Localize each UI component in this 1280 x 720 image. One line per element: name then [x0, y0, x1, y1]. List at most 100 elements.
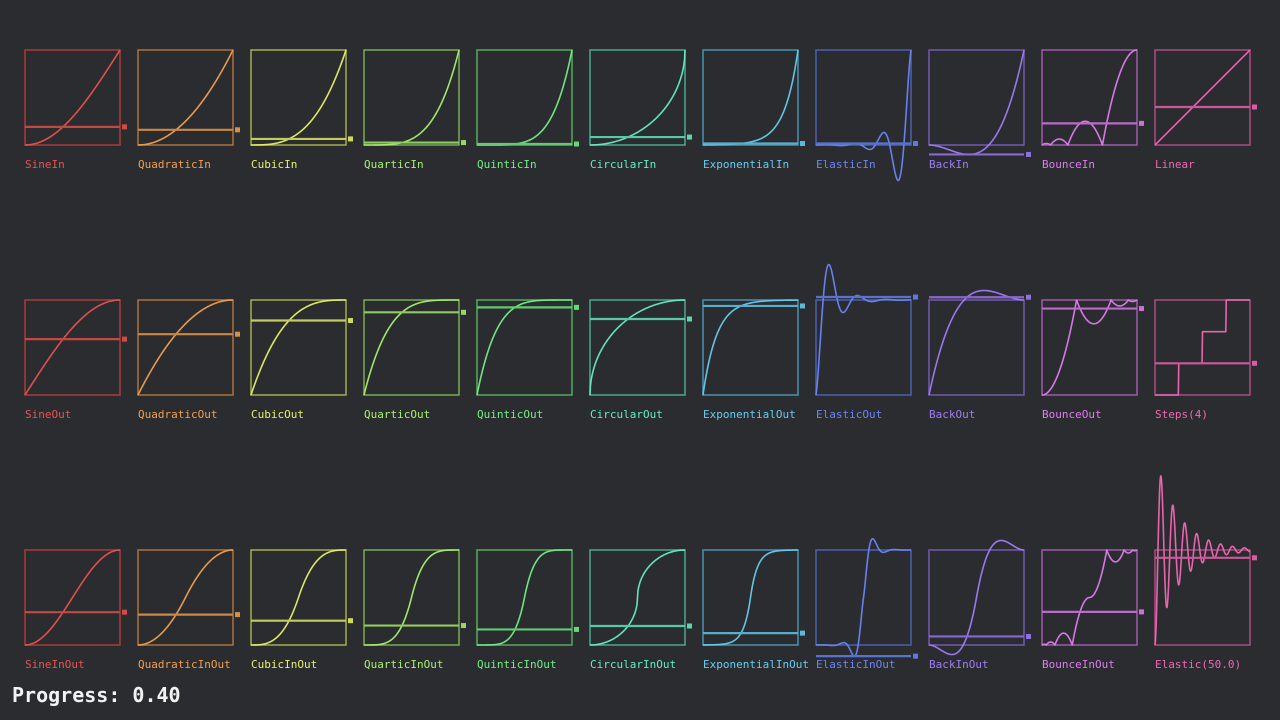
- easing-cell-sineout: [24, 299, 127, 396]
- easing-label-quarticinout: QuarticInOut: [364, 658, 444, 671]
- graph-frame: [137, 549, 234, 646]
- easing-label-elasticinout: ElasticInOut: [816, 658, 896, 671]
- graph-frame: [589, 549, 686, 646]
- easing-curve: [1154, 475, 1251, 646]
- easing-curve: [137, 299, 234, 396]
- easing-curve: [24, 299, 121, 396]
- progress-marker: [1026, 294, 1031, 300]
- easing-cell-linear: [1154, 49, 1257, 146]
- easing-curve: [702, 299, 799, 396]
- easing-curve: [24, 49, 121, 146]
- easing-curve: [702, 549, 799, 646]
- progress-marker: [800, 141, 805, 147]
- easing-label-backout: BackOut: [929, 408, 976, 421]
- progress-marker: [687, 623, 692, 629]
- easing-label-sinein: SineIn: [25, 158, 65, 171]
- progress-marker: [1139, 120, 1144, 126]
- easing-label-elasticout: ElasticOut: [816, 408, 883, 421]
- graph-frame: [476, 299, 573, 396]
- easing-curve: [589, 299, 686, 396]
- easing-cell-quarticin: [363, 49, 466, 146]
- easing-curve: [1041, 49, 1138, 146]
- progress-marker: [461, 140, 466, 146]
- progress-marker: [913, 141, 918, 147]
- progress-marker: [574, 626, 579, 632]
- easing-label-steps-4: Steps(4): [1155, 408, 1208, 421]
- easing-label-quarticin: QuarticIn: [364, 158, 424, 171]
- progress-marker: [1139, 609, 1144, 615]
- easing-curve: [815, 263, 912, 396]
- progress-marker: [574, 141, 579, 147]
- progress-marker: [800, 630, 805, 636]
- progress-marker: [122, 336, 127, 342]
- graph-frame: [363, 49, 460, 146]
- progress-marker: [913, 294, 918, 300]
- easing-label-quadraticin: QuadraticIn: [138, 158, 211, 171]
- easing-cell-sinein: [24, 49, 127, 146]
- easing-curve: [589, 49, 686, 146]
- graph-frame: [589, 49, 686, 146]
- easing-cell-quadraticout: [137, 299, 240, 396]
- easing-cell-bounceout: [1041, 299, 1144, 396]
- easing-label-cubicinout: CubicInOut: [251, 658, 318, 671]
- graph-frame: [1154, 549, 1251, 646]
- easing-label-elastic-50-0: Elastic(50.0): [1155, 658, 1242, 671]
- graph-frame: [250, 299, 347, 396]
- easing-cell-cubicinout: [250, 549, 353, 646]
- easing-label-quadraticinout: QuadraticInOut: [138, 658, 231, 671]
- easing-curve: [928, 539, 1025, 656]
- progress-marker: [1026, 633, 1031, 639]
- graph-frame: [589, 299, 686, 396]
- easing-label-bounceinout: BounceInOut: [1042, 658, 1115, 671]
- easing-cell-bouncein: [1041, 49, 1144, 146]
- graph-frame: [24, 49, 121, 146]
- graph-frame: [137, 299, 234, 396]
- easing-curve: [815, 537, 912, 658]
- easing-cell-steps-4: [1154, 299, 1257, 396]
- easing-label-quinticout: QuinticOut: [477, 408, 544, 421]
- graph-frame: [928, 49, 1025, 146]
- easing-cell-elastic-50-0: [1154, 475, 1257, 646]
- progress-marker: [461, 309, 466, 315]
- easing-cell-backout: [928, 289, 1031, 396]
- graph-frame: [928, 549, 1025, 646]
- graph-frame: [815, 299, 912, 396]
- easing-curve: [702, 49, 799, 146]
- graph-frame: [24, 549, 121, 646]
- easing-cell-exponentialin: [702, 49, 805, 147]
- easing-label-exponentialout: ExponentialOut: [703, 408, 796, 421]
- graph-frame: [815, 549, 912, 646]
- easing-cell-circularout: [589, 299, 692, 396]
- easing-curve: [928, 49, 1025, 156]
- easing-label-exponentialinout: ExponentialInOut: [703, 658, 809, 671]
- graph-frame: [476, 549, 573, 646]
- progress-marker: [122, 609, 127, 615]
- progress-marker: [1026, 151, 1031, 157]
- graph-frame: [1041, 299, 1138, 396]
- easing-label-circularin: CircularIn: [590, 158, 657, 171]
- easing-cell-exponentialinout: [702, 549, 805, 646]
- progress-marker: [348, 618, 353, 624]
- easing-curve: [1154, 49, 1251, 146]
- easing-label-elasticin: ElasticIn: [816, 158, 876, 171]
- graph-frame: [1154, 299, 1251, 396]
- easing-curve: [363, 549, 460, 646]
- progress-marker: [574, 304, 579, 310]
- graph-frame: [250, 49, 347, 146]
- graph-frame: [363, 299, 460, 396]
- graph-frame: [702, 549, 799, 646]
- easing-label-circularout: CircularOut: [590, 408, 663, 421]
- graph-frame: [24, 299, 121, 396]
- easing-curve: [476, 549, 573, 646]
- easing-curve: [928, 289, 1025, 396]
- progress-marker: [1252, 360, 1257, 366]
- easing-cell-quarticinout: [363, 549, 466, 646]
- graph-frame: [815, 49, 912, 146]
- progress-marker: [1139, 306, 1144, 312]
- progress-marker: [1252, 104, 1257, 110]
- easing-label-backinout: BackInOut: [929, 658, 989, 671]
- graph-frame: [1154, 49, 1251, 146]
- easing-curve: [815, 49, 912, 182]
- progress-marker: [1252, 555, 1257, 561]
- graph-frame: [928, 299, 1025, 396]
